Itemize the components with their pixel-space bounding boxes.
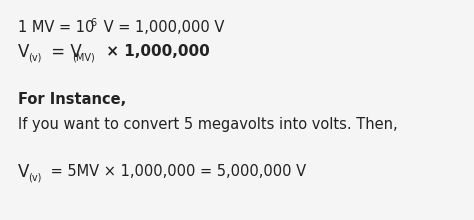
Text: For Instance,: For Instance, (18, 92, 126, 108)
Text: V = 1,000,000 V: V = 1,000,000 V (99, 20, 224, 35)
Text: (v): (v) (28, 52, 41, 62)
Text: × 1,000,000: × 1,000,000 (101, 44, 210, 59)
Text: V: V (18, 163, 29, 181)
Text: V: V (18, 43, 29, 61)
Text: = 5MV × 1,000,000 = 5,000,000 V: = 5MV × 1,000,000 = 5,000,000 V (46, 165, 306, 180)
Text: (MV): (MV) (72, 52, 95, 62)
Text: 6: 6 (90, 18, 96, 28)
Text: = V: = V (46, 43, 82, 61)
Text: If you want to convert 5 megavolts into volts. Then,: If you want to convert 5 megavolts into … (18, 117, 398, 132)
Text: (v): (v) (28, 172, 41, 182)
Text: 1 MV = 10: 1 MV = 10 (18, 20, 94, 35)
